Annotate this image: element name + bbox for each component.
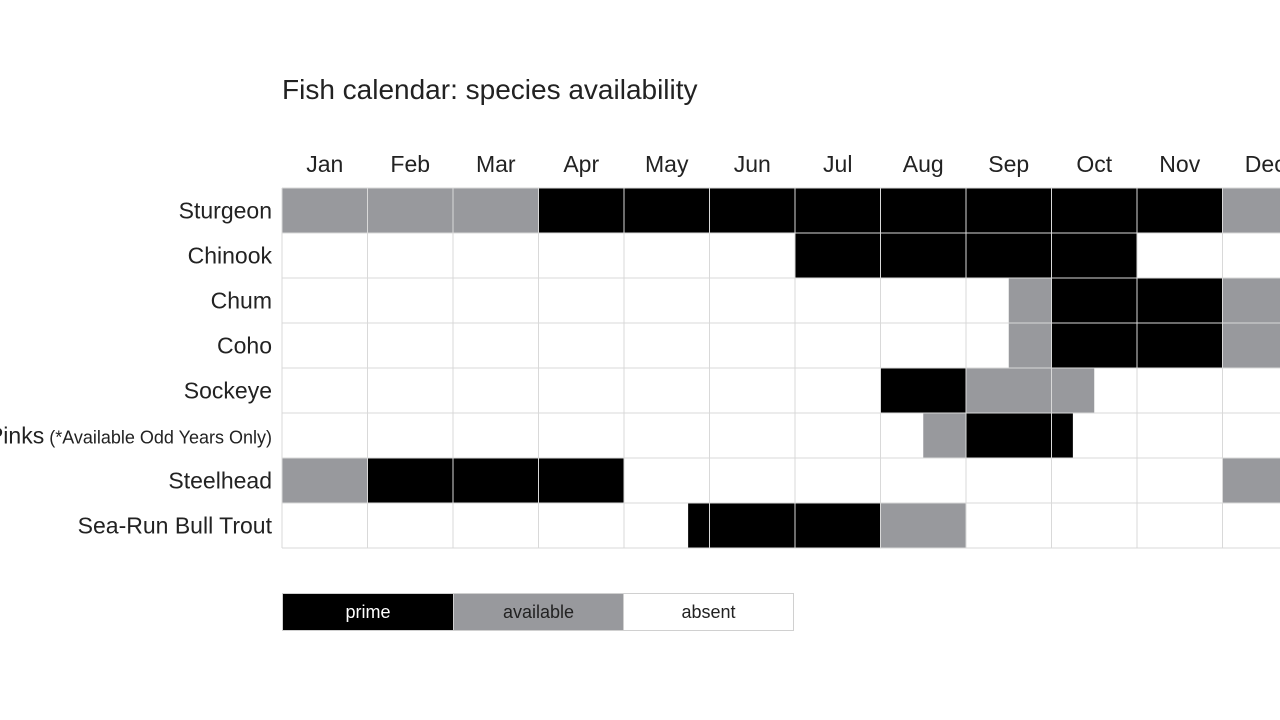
cell-sturgeon-available-2 xyxy=(1222,188,1280,233)
row-label-sea-run-bull-trout: Sea-Run Bull Trout xyxy=(78,513,273,539)
cell-coho-available-2 xyxy=(1222,323,1280,368)
month-label-sep: Sep xyxy=(988,151,1029,177)
row-label-coho: Coho xyxy=(217,333,272,359)
month-label-oct: Oct xyxy=(1076,151,1112,177)
legend-absent: absent xyxy=(623,594,793,630)
cell-coho-available-0 xyxy=(1008,323,1052,368)
row-label-sockeye: Sockeye xyxy=(184,378,272,404)
row-label-chum: Chum xyxy=(211,288,272,314)
cell-steelhead-available-0 xyxy=(282,458,368,503)
row-label-sturgeon: Sturgeon xyxy=(179,198,272,224)
row-label-chinook: Chinook xyxy=(188,243,273,269)
legend-prime: prime xyxy=(283,594,453,630)
month-label-feb: Feb xyxy=(390,151,430,177)
cell-sea-run-bull-trout-prime-0 xyxy=(688,503,881,548)
cell-sturgeon-available-0 xyxy=(282,188,539,233)
cell-steelhead-available-2 xyxy=(1222,458,1280,503)
cell-steelhead-prime-1 xyxy=(367,458,624,503)
month-label-nov: Nov xyxy=(1159,151,1200,177)
legend-available: available xyxy=(453,594,623,630)
month-label-mar: Mar xyxy=(476,151,516,177)
month-label-jan: Jan xyxy=(306,151,343,177)
row-label-pinks: Pinks (*Available Odd Years Only) xyxy=(0,423,272,449)
cell-chum-available-0 xyxy=(1008,278,1052,323)
cell-sea-run-bull-trout-available-1 xyxy=(880,503,966,548)
legend: prime available absent xyxy=(282,593,794,631)
month-label-may: May xyxy=(645,151,689,177)
cell-chum-available-2 xyxy=(1222,278,1280,323)
month-label-dec: Dec xyxy=(1245,151,1280,177)
month-label-jul: Jul xyxy=(823,151,852,177)
cell-pinks-prime-1 xyxy=(966,413,1073,458)
month-label-jun: Jun xyxy=(734,151,771,177)
cell-sockeye-prime-0 xyxy=(880,368,966,413)
chart-title: Fish calendar: species availability xyxy=(282,74,698,105)
cell-pinks-available-0 xyxy=(923,413,966,458)
month-label-aug: Aug xyxy=(903,151,944,177)
row-label-steelhead: Steelhead xyxy=(168,468,272,494)
month-label-apr: Apr xyxy=(563,151,599,177)
cell-sockeye-available-1 xyxy=(966,368,1095,413)
